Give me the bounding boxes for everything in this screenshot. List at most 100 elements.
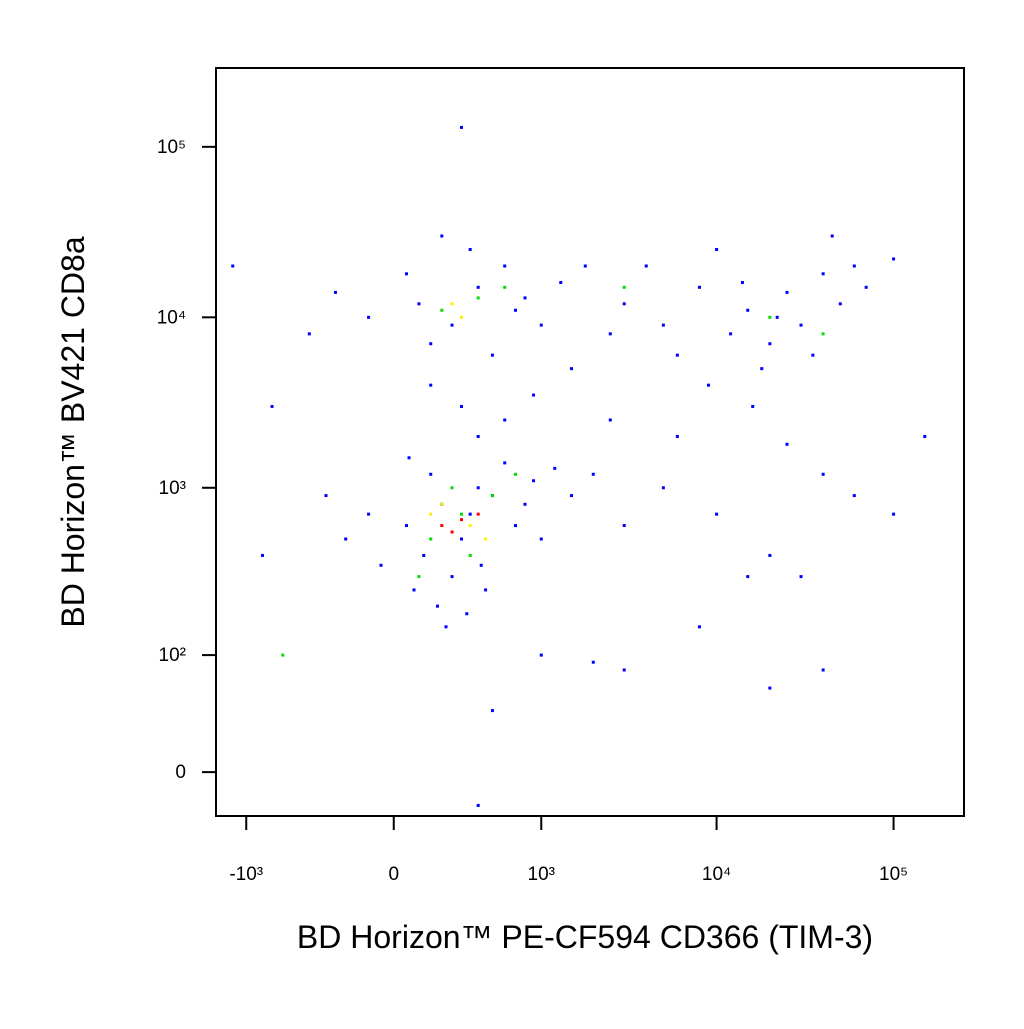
point bbox=[333, 290, 337, 294]
point bbox=[429, 512, 433, 516]
point bbox=[539, 537, 543, 541]
point bbox=[261, 553, 265, 557]
point bbox=[591, 660, 595, 664]
point bbox=[553, 466, 557, 470]
point bbox=[775, 315, 779, 319]
point bbox=[644, 264, 648, 268]
y-axis-label: BD Horizon™ BV421 CD8a bbox=[55, 236, 91, 627]
point bbox=[785, 442, 789, 446]
point bbox=[661, 323, 665, 327]
point bbox=[476, 285, 480, 289]
point bbox=[729, 332, 733, 336]
point bbox=[768, 686, 772, 690]
point bbox=[476, 486, 480, 490]
point bbox=[281, 653, 285, 657]
point bbox=[460, 537, 464, 541]
x-tick-label: 10⁵ bbox=[879, 864, 908, 885]
point bbox=[675, 353, 679, 357]
plot-frame bbox=[215, 67, 965, 817]
point bbox=[435, 604, 439, 608]
point bbox=[503, 461, 507, 465]
point bbox=[503, 264, 507, 268]
point bbox=[324, 494, 328, 498]
point bbox=[460, 315, 464, 319]
point bbox=[367, 512, 371, 516]
point bbox=[608, 332, 612, 336]
point bbox=[450, 302, 454, 306]
point bbox=[539, 323, 543, 327]
point bbox=[490, 494, 494, 498]
point bbox=[746, 575, 750, 579]
point bbox=[760, 367, 764, 371]
point bbox=[675, 434, 679, 438]
point bbox=[740, 281, 744, 285]
point bbox=[450, 486, 454, 490]
point bbox=[570, 494, 574, 498]
point bbox=[661, 486, 665, 490]
point bbox=[523, 502, 527, 506]
point bbox=[892, 512, 896, 516]
y-tick-label: 0 bbox=[175, 762, 186, 783]
point bbox=[476, 434, 480, 438]
point bbox=[460, 518, 464, 522]
point bbox=[706, 383, 710, 387]
point bbox=[307, 332, 311, 336]
point bbox=[852, 494, 856, 498]
point bbox=[768, 315, 772, 319]
point bbox=[532, 479, 536, 483]
point bbox=[468, 553, 472, 557]
point bbox=[821, 472, 825, 476]
point bbox=[821, 668, 825, 672]
x-axis-label: BD Horizon™ PE-CF594 CD366 (TIM-3) bbox=[297, 919, 873, 955]
point bbox=[852, 264, 856, 268]
point bbox=[490, 353, 494, 357]
point bbox=[864, 285, 868, 289]
point bbox=[799, 575, 803, 579]
point bbox=[440, 524, 444, 528]
point bbox=[450, 530, 454, 534]
point bbox=[513, 472, 517, 476]
point bbox=[429, 383, 433, 387]
point bbox=[622, 302, 626, 306]
point bbox=[503, 418, 507, 422]
point bbox=[417, 575, 421, 579]
point bbox=[513, 524, 517, 528]
point bbox=[751, 404, 755, 408]
point bbox=[608, 418, 612, 422]
point bbox=[622, 524, 626, 528]
point bbox=[768, 553, 772, 557]
point bbox=[622, 285, 626, 289]
point bbox=[460, 125, 464, 129]
point bbox=[570, 367, 574, 371]
point bbox=[422, 553, 426, 557]
point bbox=[405, 524, 409, 528]
point bbox=[622, 668, 626, 672]
point bbox=[379, 563, 383, 567]
point bbox=[468, 512, 472, 516]
point bbox=[768, 342, 772, 346]
point bbox=[484, 588, 488, 592]
x-tick-label: 10⁴ bbox=[702, 864, 731, 885]
point bbox=[412, 588, 416, 592]
point bbox=[821, 332, 825, 336]
point bbox=[838, 302, 842, 306]
point bbox=[468, 524, 472, 528]
point bbox=[490, 709, 494, 713]
point bbox=[460, 512, 464, 516]
point bbox=[444, 625, 448, 629]
point bbox=[440, 502, 444, 506]
point bbox=[476, 512, 480, 516]
point bbox=[785, 290, 789, 294]
point bbox=[440, 308, 444, 312]
point bbox=[892, 257, 896, 261]
point bbox=[484, 537, 488, 541]
point bbox=[450, 323, 454, 327]
point bbox=[715, 247, 719, 251]
point bbox=[830, 234, 834, 238]
point bbox=[429, 472, 433, 476]
x-tick-label: 0 bbox=[388, 864, 399, 885]
point bbox=[923, 434, 927, 438]
point bbox=[799, 323, 803, 327]
point bbox=[270, 404, 274, 408]
